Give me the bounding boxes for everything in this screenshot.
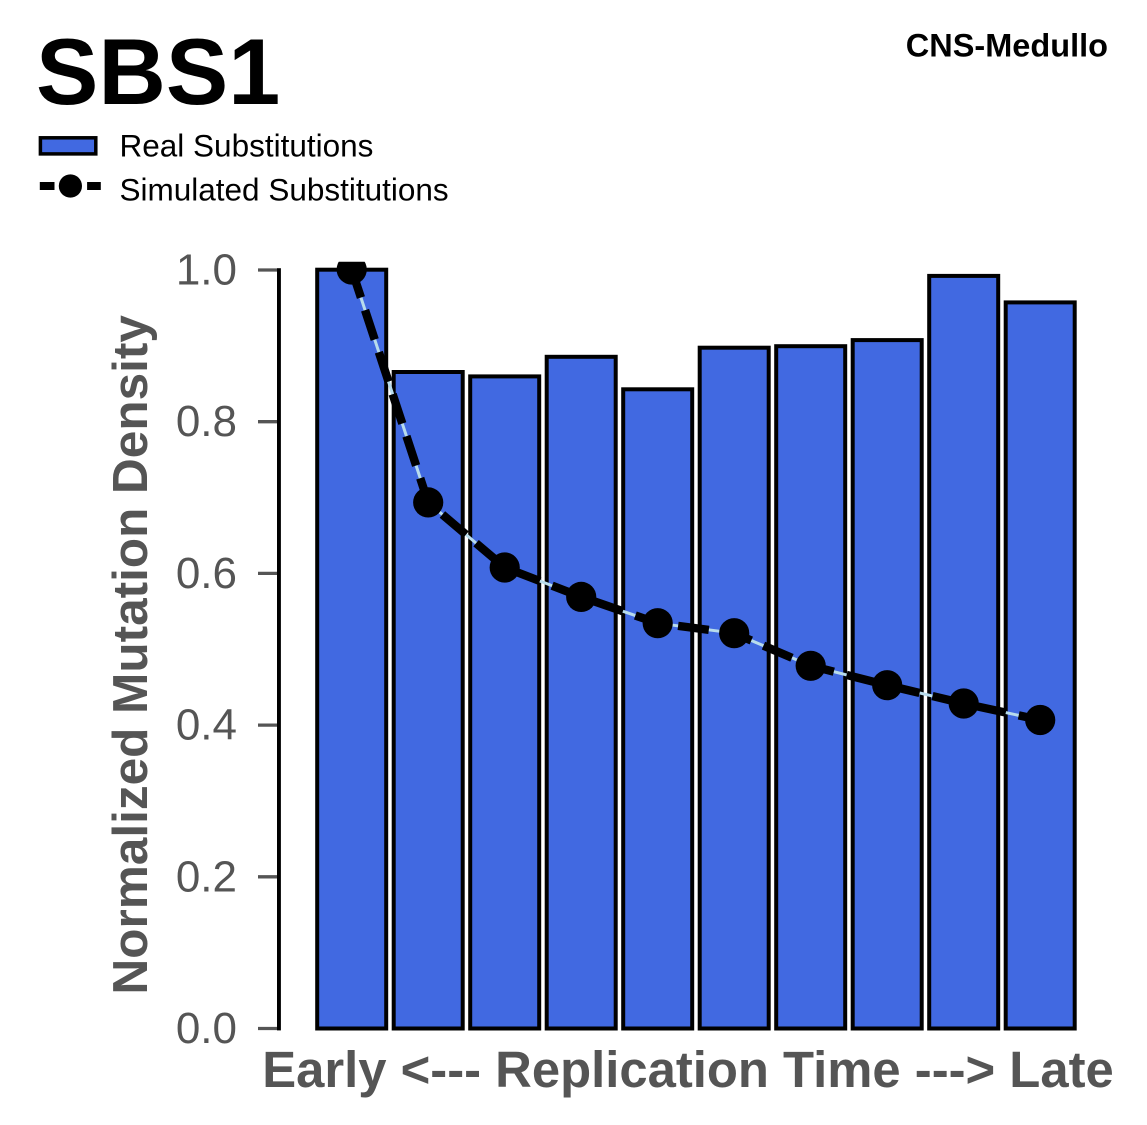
svg-text:Early <--- Replication Time --: Early <--- Replication Time ---> Late [262,1041,1114,1098]
svg-text:SBS1: SBS1 [36,19,280,124]
svg-text:CNS-Medullo: CNS-Medullo [906,28,1108,64]
svg-text:Real Substitutions: Real Substitutions [120,128,374,164]
svg-text:0.0: 0.0 [176,1004,237,1053]
svg-text:0.2: 0.2 [176,852,237,901]
svg-text:0.8: 0.8 [176,397,237,446]
svg-text:Simulated Substitutions: Simulated Substitutions [120,172,449,208]
svg-text:Normalized Mutation Density: Normalized Mutation Density [103,315,158,995]
svg-text:1.0: 1.0 [176,246,237,295]
svg-text:0.4: 0.4 [176,701,237,750]
svg-text:0.6: 0.6 [176,549,237,598]
